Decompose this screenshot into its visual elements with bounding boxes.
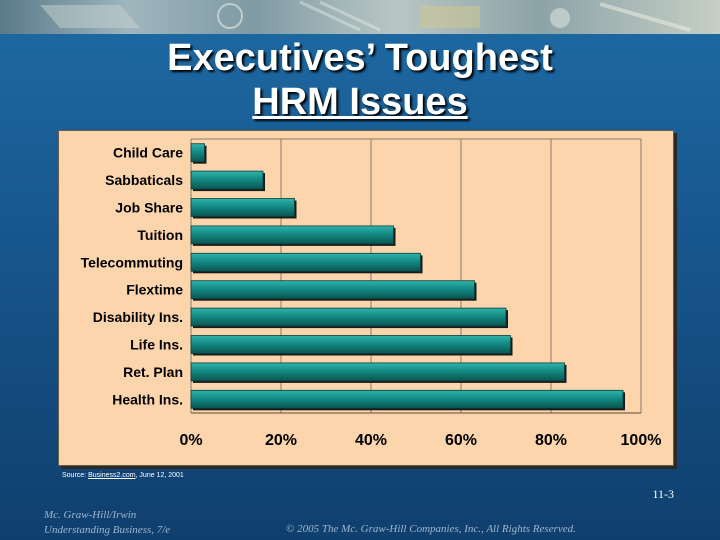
bar-ret-plan: [190, 362, 565, 382]
bar-health-ins-: [190, 389, 624, 409]
category-label-8: Ret. Plan: [123, 364, 183, 380]
bar-chart: Child Care Sabbaticals Job Share Tuition Tel…: [81, 138, 662, 449]
tick-label-80: 80%: [535, 432, 567, 449]
bar-child-care: [190, 143, 205, 163]
slide-number: 11-3: [652, 487, 674, 501]
source-link[interactable]: Business2.com: [88, 472, 136, 479]
source-suffix: , June 12, 2001: [135, 472, 184, 479]
footer-left: Mc. Graw-Hill/Irwin Understanding Busine…: [44, 508, 170, 538]
category-label-4: Telecommuting: [81, 254, 183, 270]
source-prefix: Source:: [62, 472, 89, 479]
footer-copyright: © 2005 The Mc. Graw-Hill Companies, Inc.…: [286, 523, 576, 535]
footer-publisher: Mc. Graw-Hill/Irwin: [44, 509, 137, 521]
tick-label-100: 100%: [621, 432, 662, 449]
title-line-2: HRM Issues: [252, 81, 468, 123]
tick-label-20: 20%: [265, 432, 297, 449]
source-note: Source: Business2.com, June 12, 2001: [62, 472, 184, 479]
category-label-9: Health Ins.: [112, 391, 183, 407]
tick-label-60: 60%: [445, 432, 477, 449]
bar-flextime: [190, 280, 475, 300]
banner-pattern: [40, 0, 691, 32]
bar-disability-ins-: [190, 307, 507, 327]
bar-sabbaticals: [190, 170, 264, 190]
category-label-2: Job Share: [115, 200, 183, 216]
category-label-1: Sabbaticals: [105, 172, 183, 188]
slide-title: Executives’ Toughest HRM Issues: [0, 36, 720, 124]
category-label-5: Flextime: [126, 282, 183, 298]
category-label-3: Tuition: [137, 227, 183, 243]
bar-job-share: [190, 198, 295, 217]
bar-life-ins-: [190, 335, 511, 354]
decorative-banner: [0, 0, 720, 34]
tick-label-0: 0%: [179, 432, 202, 449]
title-line-1: Executives’ Toughest: [167, 37, 553, 79]
footer-book: Understanding Business, 7/e: [44, 524, 171, 536]
bar-tuition: [190, 225, 394, 245]
chart-panel: Child Care Sabbaticals Job Share Tuition Tel…: [58, 130, 674, 466]
category-label-0: Child Care: [113, 145, 183, 161]
category-label-7: Life Ins.: [130, 337, 183, 353]
bar-telecommuting: [190, 252, 421, 272]
category-label-6: Disability Ins.: [93, 309, 183, 325]
tick-label-40: 40%: [355, 432, 387, 449]
